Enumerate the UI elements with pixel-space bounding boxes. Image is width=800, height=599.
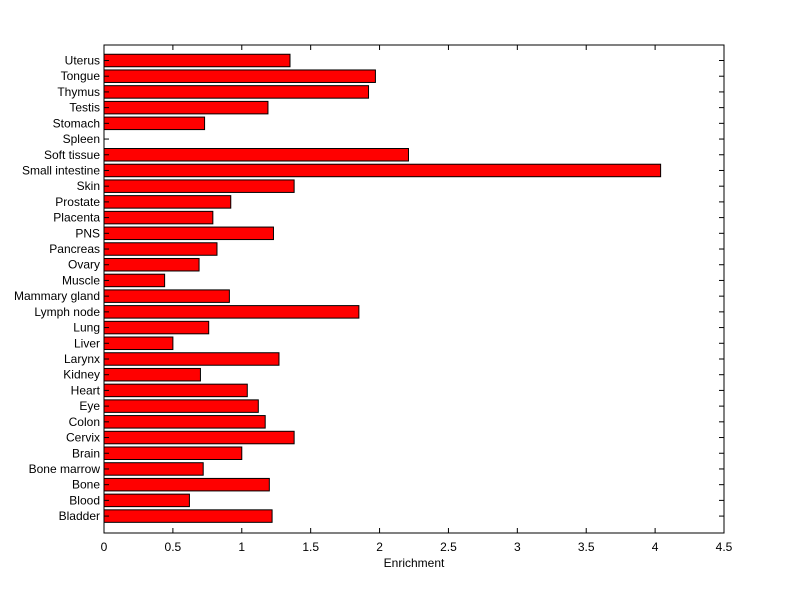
bar-lymph-node (103, 305, 360, 319)
y-tick-label: Tongue (61, 69, 101, 83)
bar-larynx (103, 352, 280, 366)
x-tick-label: 3 (514, 540, 521, 554)
bar-testis (103, 100, 269, 115)
y-tick-label: Bone marrow (29, 462, 101, 476)
y-tick-label: Spleen (63, 132, 100, 146)
y-tick-label: Brain (72, 446, 100, 460)
bar-colon (103, 415, 266, 429)
plot-frame (103, 44, 725, 534)
y-tick-label: Testis (69, 101, 100, 115)
x-tick-label: 4 (652, 540, 659, 554)
bar-blood (103, 493, 190, 508)
y-tick-label: Pancreas (49, 242, 100, 256)
bar-bone (103, 477, 270, 492)
bar-bladder (103, 509, 273, 523)
bar-bone-marrow (103, 462, 204, 476)
x-ticks-group: 0 0.5 1 1.5 2 2.5 3 3.5 4 4.5 (101, 45, 733, 554)
bar-pancreas (103, 242, 218, 256)
y-tick-label: Heart (71, 383, 101, 397)
y-tick-label: Prostate (55, 195, 100, 209)
y-tick-label: Cervix (66, 431, 100, 445)
y-tick-label: Mammary gland (14, 289, 100, 303)
bar-tongue (103, 69, 376, 83)
bar-skin (103, 179, 295, 193)
y-tick-label: Uterus (65, 54, 100, 68)
bar-liver (103, 336, 174, 351)
bar-prostate (103, 195, 232, 209)
bar-thymus (103, 85, 370, 99)
x-tick-label: 3.5 (578, 540, 595, 554)
y-tick-label: Skin (77, 179, 100, 193)
x-axis-label: Enrichment (384, 556, 445, 570)
x-tick-label: 1.5 (302, 540, 319, 554)
y-tick-label: Thymus (57, 85, 100, 99)
bar-placenta (103, 210, 214, 225)
y-tick-label: Eye (79, 399, 100, 413)
y-tick-label: Soft tissue (44, 148, 100, 162)
y-tick-label: Kidney (63, 368, 100, 382)
bar-uterus (103, 53, 291, 68)
y-tick-label: Liver (74, 336, 100, 350)
bar-mammary-gland (103, 289, 230, 303)
bar-soft-tissue (103, 148, 409, 162)
y-tick-label: Muscle (62, 273, 100, 287)
bar-small-intestine (103, 163, 662, 178)
x-tick-label: 0.5 (165, 540, 182, 554)
y-tick-label: Placenta (53, 211, 100, 225)
x-tick-label: 4.5 (716, 540, 733, 554)
y-tick-label: Colon (69, 415, 100, 429)
bar-heart (103, 383, 248, 398)
y-tick-label: Ovary (68, 258, 100, 272)
bar-stomach (103, 116, 206, 131)
bar-brain (103, 446, 243, 460)
x-tick-label: 2 (376, 540, 383, 554)
x-tick-label: 2.5 (440, 540, 457, 554)
x-tick-label: 1 (238, 540, 245, 554)
bar-cervix (103, 430, 295, 445)
bar-pns (103, 226, 274, 241)
y-tick-label: Bone (72, 478, 100, 492)
y-tick-label: Bladder (59, 509, 100, 523)
y-tick-label: Lung (73, 321, 100, 335)
bar-eye (103, 399, 259, 413)
y-tick-label: Stomach (53, 116, 100, 130)
bar-ovary (103, 257, 200, 272)
bar-muscle (103, 273, 166, 288)
x-tick-label: 0 (101, 540, 108, 554)
bar-kidney (103, 367, 201, 382)
y-tick-label: PNS (75, 226, 100, 240)
bar-lung (103, 320, 210, 335)
y-tick-label: Larynx (64, 352, 100, 366)
y-tick-label: Lymph node (34, 305, 100, 319)
y-tick-label: Small intestine (22, 163, 100, 177)
y-tick-label: Blood (69, 493, 100, 507)
